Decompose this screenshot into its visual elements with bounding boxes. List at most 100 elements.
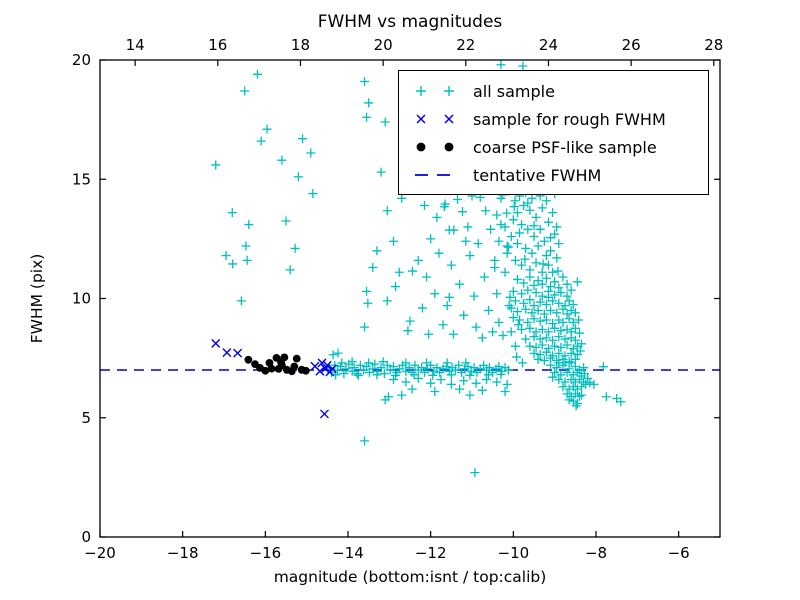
data-point-plus — [281, 216, 291, 226]
data-point-plus — [428, 370, 438, 380]
data-point-plus — [535, 316, 545, 326]
data-point-x — [211, 338, 221, 348]
data-point-plus — [535, 334, 545, 344]
data-point-plus — [566, 358, 576, 368]
y-tick-label: 0 — [81, 528, 91, 546]
data-point-plus — [405, 316, 415, 326]
data-point-plus — [552, 308, 562, 318]
data-point-plus — [446, 379, 456, 389]
data-point-plus — [575, 346, 585, 356]
data-point-plus — [481, 375, 491, 385]
data-point-plus — [510, 341, 520, 351]
data-point-plus — [562, 291, 572, 301]
data-point-plus — [568, 299, 578, 309]
data-point-plus — [426, 234, 436, 244]
data-point-plus — [498, 330, 508, 340]
data-point-plus — [496, 60, 506, 70]
data-point-plus — [471, 322, 481, 332]
data-point-plus — [330, 360, 340, 370]
data-point-plus — [333, 348, 343, 358]
data-point-plus — [531, 288, 541, 298]
data-point-plus — [388, 375, 398, 385]
data-point-plus — [533, 305, 543, 315]
x-bottom-tick-label: −20 — [84, 544, 116, 562]
data-point-plus — [521, 304, 531, 314]
data-point-plus — [523, 198, 533, 208]
data-point-plus — [550, 277, 560, 287]
data-point-plus — [382, 206, 392, 216]
data-point-plus — [554, 358, 564, 368]
data-point-plus — [574, 315, 584, 325]
data-point-plus — [442, 301, 452, 311]
data-point-plus — [538, 259, 548, 269]
data-point-plus — [570, 335, 580, 345]
data-point-plus — [541, 333, 551, 343]
data-point-plus — [517, 325, 527, 335]
data-point-plus — [228, 259, 238, 269]
x-bottom-tick-label: −14 — [332, 544, 364, 562]
data-point-plus — [529, 348, 539, 358]
data-point-plus — [394, 267, 404, 277]
data-point-plus — [510, 296, 520, 306]
y-axis-label: FWHM (pix) — [28, 254, 46, 344]
data-point-plus — [539, 356, 549, 366]
data-point-plus — [410, 360, 420, 370]
data-point-plus — [533, 354, 543, 364]
data-point-plus — [372, 370, 382, 380]
data-point-plus — [517, 358, 527, 368]
data-point-plus — [527, 193, 537, 203]
data-point-plus — [574, 328, 584, 338]
data-point-plus — [401, 358, 411, 368]
data-point-plus — [541, 347, 551, 357]
data-point-plus — [486, 224, 496, 234]
data-point-plus — [558, 304, 568, 314]
data-point-plus — [550, 323, 560, 333]
data-point-plus — [541, 299, 551, 309]
data-point-plus — [252, 69, 262, 79]
data-point-plus — [546, 360, 556, 370]
data-point-plus — [508, 286, 518, 296]
legend-label: coarse PSF-like sample — [473, 137, 657, 157]
data-point-plus — [481, 206, 491, 216]
data-point-plus — [531, 342, 541, 352]
data-point-plus — [397, 390, 407, 400]
data-point-plus — [353, 370, 363, 380]
data-point-plus — [529, 301, 539, 311]
x-bottom-tick-label: −18 — [167, 544, 199, 562]
data-point-plus — [512, 352, 522, 362]
data-point-plus — [562, 279, 572, 289]
data-point-plus — [523, 224, 533, 234]
data-point-plus — [556, 326, 566, 336]
data-point-plus — [328, 350, 338, 360]
data-point-x — [322, 360, 332, 370]
data-point-plus — [554, 375, 564, 385]
data-point-plus — [537, 340, 547, 350]
data-point-plus — [459, 376, 469, 386]
data-point-plus — [241, 241, 251, 251]
data-point-plus — [290, 243, 300, 253]
data-point-plus — [560, 334, 570, 344]
data-point-plus — [518, 61, 528, 71]
data-point-plus — [372, 246, 382, 256]
data-point-plus — [577, 390, 587, 400]
data-point-plus — [525, 272, 535, 282]
legend-item-rough-fwhm: sample for rough FWHM — [399, 105, 708, 133]
data-point-plus — [510, 196, 520, 206]
data-point-plus — [543, 217, 553, 227]
data-point-plus — [401, 377, 411, 387]
data-point-dot — [261, 366, 270, 375]
data-point-plus — [434, 248, 444, 258]
data-point-plus — [512, 274, 522, 284]
data-point-plus — [508, 313, 518, 323]
data-point-plus — [525, 205, 535, 215]
data-point-plus — [509, 202, 519, 212]
data-point-x — [315, 366, 325, 376]
data-point-plus — [337, 358, 347, 368]
x-top-tick-label: 28 — [704, 36, 723, 54]
data-point-plus — [562, 367, 572, 377]
data-point-plus — [525, 323, 535, 333]
data-point-plus — [554, 298, 564, 308]
dot-marker-icon — [416, 142, 454, 152]
data-point-plus — [548, 208, 558, 218]
data-point-plus — [570, 323, 580, 333]
